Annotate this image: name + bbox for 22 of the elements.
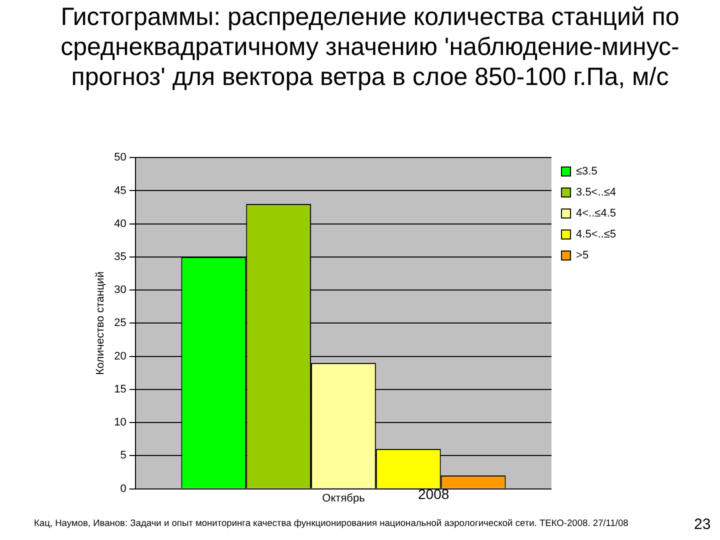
y-tick-label: 35	[114, 250, 126, 263]
y-tick-label: 10	[114, 416, 126, 429]
y-tick-label: 30	[114, 284, 126, 296]
y-tick-label: 45	[114, 184, 126, 197]
y-axis-title: Количество станций	[94, 272, 107, 375]
text: 23	[694, 516, 711, 533]
annotation: 2008	[418, 486, 450, 502]
y-tick-label: 5	[120, 450, 126, 462]
legend-label: 3.5<..≤4	[576, 186, 616, 199]
y-tick-label: 40	[114, 218, 126, 230]
y-tick-label: 0	[120, 482, 126, 495]
text: Кац, Наумов, Иванов: Задачи и опыт мониторинга качества функционирования национальной аэрологической сети. ТЕКО-2008. 27/11/08	[34, 518, 628, 528]
legend-label: 4.5<..≤5	[576, 228, 616, 241]
x-tick-label: Октябрь	[322, 492, 366, 504]
chart-title: Гистограммы: распределение количества станций по среднеквадратичному значению 'наблюдение-минус-прогноз' для вектора ветра в слое 850-100 г.Па, м/с	[60, 2, 680, 92]
legend-label: >5	[576, 250, 589, 262]
y-tick-label: 25	[114, 317, 126, 330]
legend-label: ≤3.5	[576, 166, 598, 178]
legend-label: 4<..≤4.5	[576, 208, 616, 220]
y-tick-label: 20	[114, 350, 126, 362]
y-tick-label: 50	[114, 152, 126, 164]
y-tick-label: 15	[114, 383, 126, 396]
